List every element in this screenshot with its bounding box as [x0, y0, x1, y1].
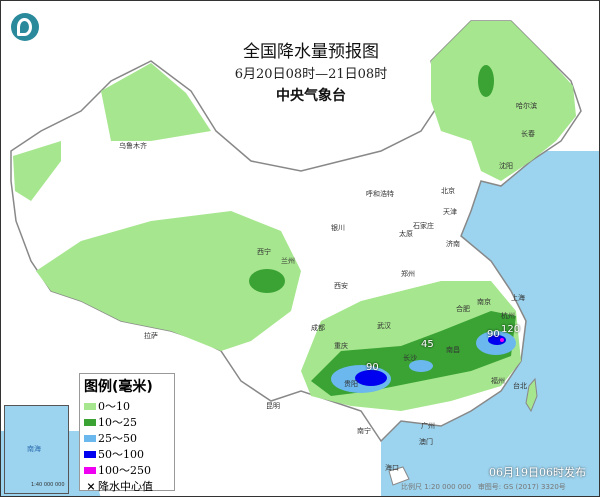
cross-icon: × [86, 479, 96, 493]
city-label: 澳门 [419, 438, 433, 446]
city-label: 西安 [334, 282, 348, 290]
legend-swatch [84, 402, 96, 410]
legend-item: × 降水中心值 [84, 478, 170, 494]
map-title: 全国降水量预报图 [243, 42, 379, 62]
city-label: 长沙 [403, 354, 417, 362]
map-footer: 比例尺 1:20 000 000 审图号: GS (2017) 3320号 [401, 482, 566, 492]
city-label: 石家庄 [413, 222, 434, 230]
city-label: 杭州 [501, 312, 515, 320]
city-label: 北京 [441, 187, 455, 195]
legend-item: 25～50 [84, 430, 170, 446]
inset-label: 南海 [27, 445, 41, 453]
hainan [388, 466, 410, 486]
rain-50-100-zhejiang [488, 335, 506, 345]
city-label: 长春 [521, 130, 535, 138]
city-label: 合肥 [456, 305, 470, 313]
legend-swatch [84, 466, 96, 474]
city-label: 台北 [513, 382, 527, 390]
rain-center-value: 45 [421, 339, 434, 350]
legend-item: 0～10 [84, 398, 170, 414]
inset-scale: 1:40 000 000 [31, 482, 65, 488]
legend-item: 50～100 [84, 446, 170, 462]
forecast-period: 6月20日08时—21日08时 [234, 67, 388, 82]
rain-center-value: 120 [501, 324, 521, 335]
city-label: 天津 [443, 208, 457, 216]
legend-label: 100～250 [98, 464, 151, 477]
legend-title: 图例(毫米) [84, 379, 153, 395]
city-label: 银川 [331, 224, 345, 232]
map-number: 审图号: GS (2017) 3320号 [477, 483, 566, 491]
rain-center-value: 90 [366, 362, 379, 373]
rain-0-10-west [36, 211, 301, 351]
legend-label: 10～25 [98, 416, 137, 429]
scale-text: 比例尺 1:20 000 000 [401, 483, 472, 491]
legend: 图例(毫米) 0～10 10～25 25～50 50～100 100～250 ×… [79, 373, 175, 494]
legend-swatch [84, 418, 96, 426]
legend-swatch [84, 434, 96, 442]
legend-item: 10～25 [84, 414, 170, 430]
south-china-sea-inset: 南海 1:40 000 000 [4, 405, 69, 494]
issued-time: 06月19日06时发布 [489, 466, 586, 479]
city-label: 昆明 [266, 402, 280, 410]
city-label: 哈尔滨 [516, 102, 537, 110]
city-label: 上海 [511, 294, 525, 302]
rain-100-250-zhejiang [500, 338, 504, 342]
city-label: 重庆 [334, 342, 348, 350]
city-label: 沈阳 [499, 162, 513, 170]
city-label: 福州 [491, 377, 505, 385]
rain-10-25-qinghai [249, 269, 285, 293]
city-label: 济南 [446, 240, 460, 248]
city-label: 南昌 [446, 346, 460, 354]
rain-center-value: 90 [487, 329, 500, 340]
rain-0-10-xinjiang [101, 63, 211, 141]
cma-logo [11, 13, 39, 41]
rain-25-50-changsha [409, 360, 433, 372]
city-label: 太原 [399, 230, 413, 238]
city-label: 呼和浩特 [366, 190, 394, 198]
legend-label: 0～10 [98, 400, 130, 413]
legend-swatch [84, 450, 96, 458]
city-label: 拉萨 [144, 332, 158, 340]
city-label: 成都 [311, 324, 325, 332]
legend-item: 100～250 [84, 462, 170, 478]
legend-label: 25～50 [98, 432, 137, 445]
agency-name: 中央气象台 [276, 88, 346, 104]
city-label: 兰州 [281, 257, 295, 265]
city-label: 武汉 [377, 322, 391, 330]
city-label: 乌鲁木齐 [119, 142, 147, 150]
city-label: 西宁 [257, 248, 271, 256]
legend-label: 降水中心值 [98, 480, 153, 493]
rain-50-100-guiyang [355, 370, 387, 386]
taiwan [525, 377, 538, 413]
rain-10-25-ne [478, 65, 494, 97]
legend-label: 50～100 [98, 448, 144, 461]
city-label: 广州 [421, 422, 435, 430]
city-label: 南京 [477, 298, 491, 306]
rain-0-10-northeast [431, 21, 576, 181]
city-label: 南宁 [357, 427, 371, 435]
city-label: 海口 [385, 464, 399, 472]
city-label: 郑州 [401, 270, 415, 278]
rain-0-10-northwest [13, 141, 61, 201]
city-label: 贵阳 [344, 380, 358, 388]
